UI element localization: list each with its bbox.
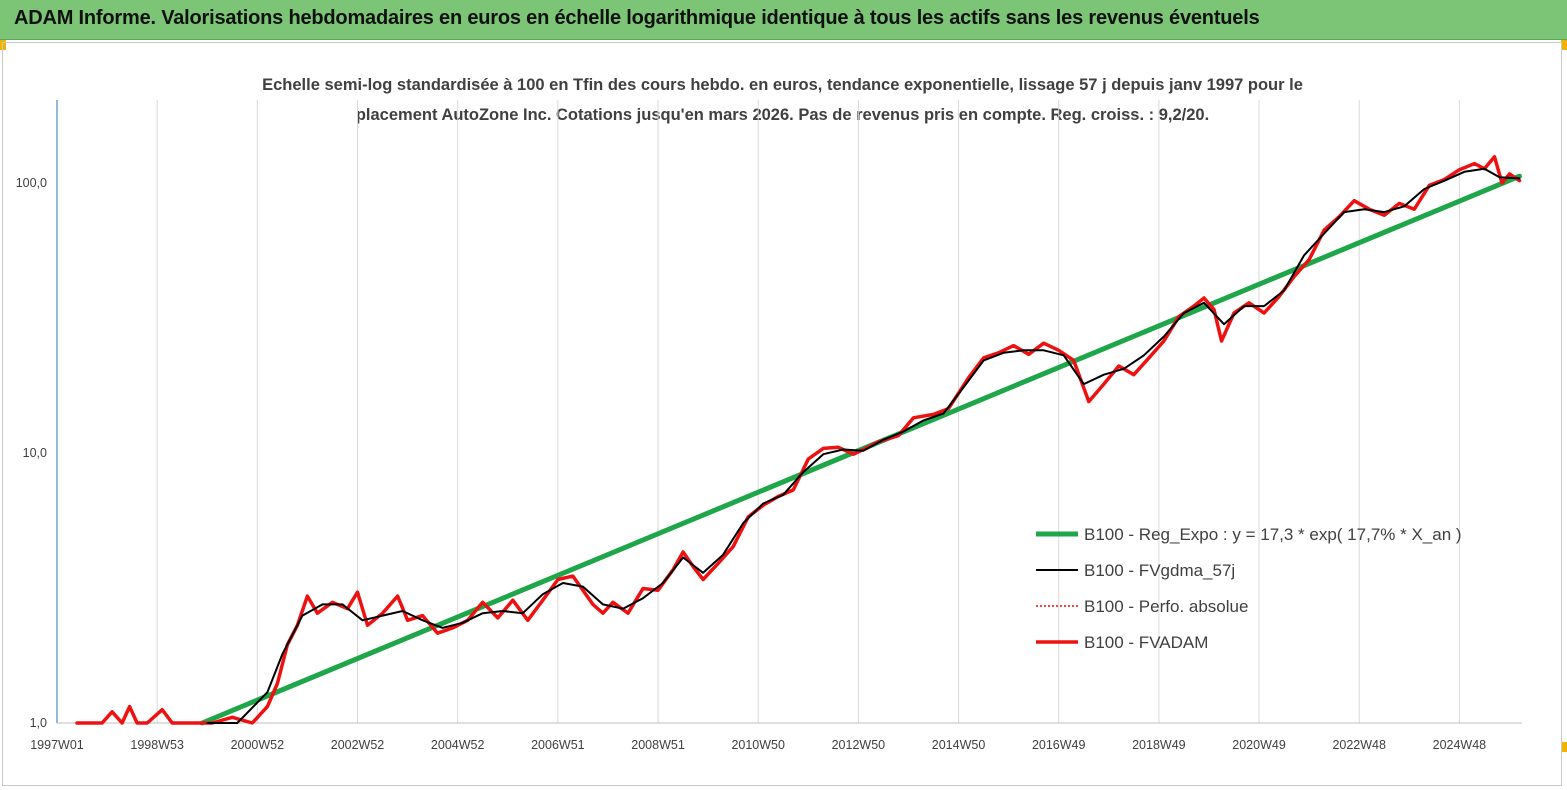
x-tick-label: 2024W48 <box>1433 738 1487 752</box>
corner-marker-bottom-right <box>1561 742 1567 752</box>
x-tick-label: 1998W53 <box>130 738 184 752</box>
x-tick-label: 2014W50 <box>932 738 986 752</box>
chart-frame <box>2 42 1562 786</box>
grid-layer <box>56 100 1460 723</box>
corner-marker-top-right <box>1561 40 1567 50</box>
x-tick-label: 2008W51 <box>631 738 685 752</box>
chart-title: Echelle semi-log standardisée à 100 en T… <box>160 70 1405 130</box>
x-tick-label: 2012W50 <box>832 738 886 752</box>
report-title: ADAM Informe. Valorisations hebdomadaire… <box>14 7 1260 29</box>
legend: B100 - Reg_Expo : y = 17,3 * exp( 17,7% … <box>1036 525 1462 652</box>
series-line-3 <box>75 155 1522 725</box>
x-tick-label: 2004W52 <box>431 738 485 752</box>
x-tick-label: 2018W49 <box>1132 738 1186 752</box>
x-tick-label: 2006W51 <box>531 738 585 752</box>
x-tick-label: 2010W50 <box>731 738 785 752</box>
y-tick-label: 10,0 <box>23 446 47 460</box>
x-tick-label: 2022W48 <box>1332 738 1386 752</box>
y-tick-label: 1,0 <box>30 716 47 730</box>
x-tick-label: 2002W52 <box>331 738 385 752</box>
chart-title-line-1: Echelle semi-log standardisée à 100 en T… <box>262 76 1303 94</box>
y-tick-label: 100,0 <box>16 176 47 190</box>
x-tick-label: 1997W01 <box>30 738 84 752</box>
legend-label-0: B100 - Reg_Expo : y = 17,3 * exp( 17,7% … <box>1084 525 1462 544</box>
axis-layer: 1997W01 1998W53 2000W52 2002W52 2004W52 2006W… <box>16 100 1522 752</box>
chart-title-line-2: placement AutoZone Inc. Cotations jusqu'… <box>355 106 1210 124</box>
legend-label-1: B100 - FVgdma_57j <box>1084 561 1235 580</box>
x-tick-label: 2000W52 <box>231 738 285 752</box>
series-line-1 <box>206 167 1521 724</box>
legend-label-3: B100 - FVADAM <box>1084 633 1208 652</box>
x-tick-label: 2016W49 <box>1032 738 1086 752</box>
series-layer <box>75 155 1522 726</box>
legend-label-2: B100 - Perfo. absolue <box>1084 597 1248 616</box>
corner-marker-top-left <box>0 40 6 50</box>
x-tick-label: 2020W49 <box>1232 738 1286 752</box>
report-banner: ADAM Informe. Valorisations hebdomadaire… <box>0 0 1567 40</box>
